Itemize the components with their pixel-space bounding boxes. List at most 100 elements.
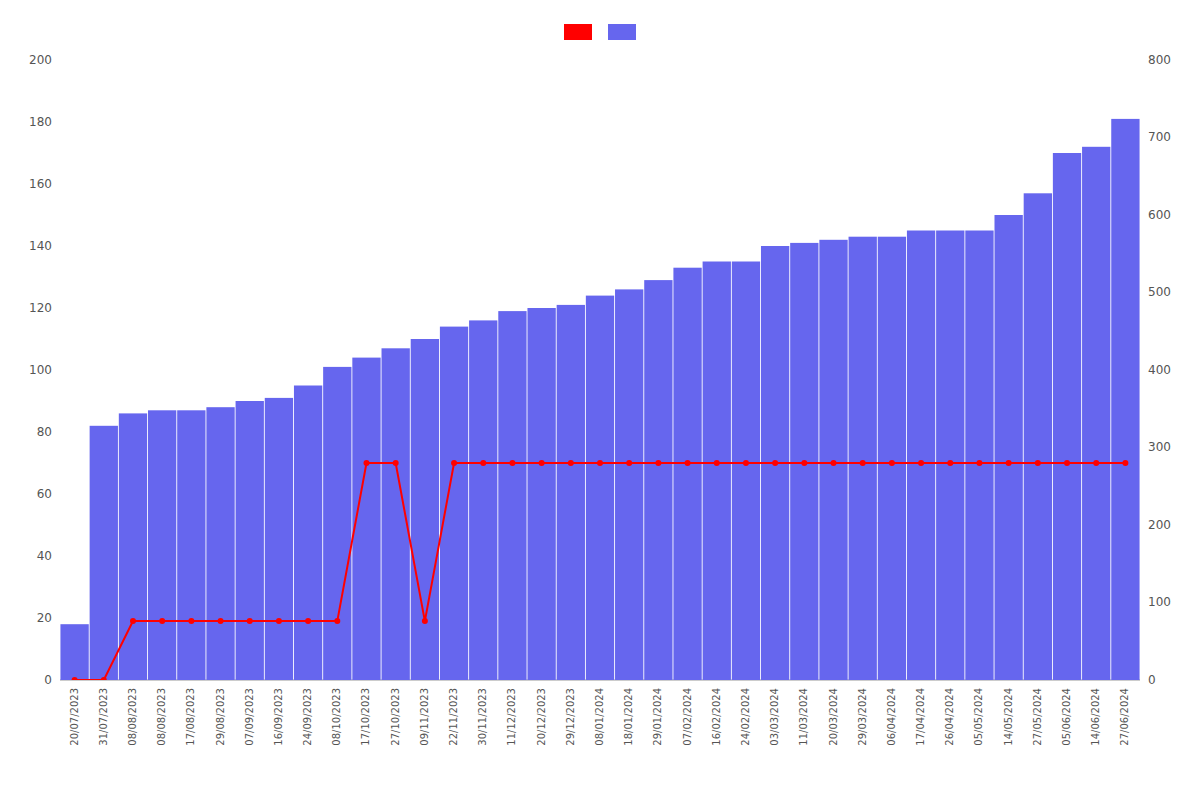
x-tick-label: 07/02/2024 [682, 688, 693, 746]
bar [703, 262, 731, 681]
x-tick-label: 08/10/2023 [331, 688, 342, 746]
x-tick-label: 08/08/2023 [127, 688, 138, 746]
line-marker [1064, 460, 1070, 466]
x-tick-label: 24/02/2024 [740, 688, 751, 746]
line-marker [801, 460, 807, 466]
x-tick-label: 26/04/2024 [944, 688, 955, 746]
x-tick-label: 20/12/2023 [536, 688, 547, 746]
legend [564, 24, 636, 40]
line-marker [305, 618, 311, 624]
legend-swatch [564, 24, 592, 40]
bar [323, 367, 351, 680]
x-tick-label: 09/11/2023 [419, 688, 430, 746]
x-tick-label: 27/05/2024 [1032, 688, 1043, 746]
bar [615, 289, 643, 680]
y2-tick-label: 400 [1148, 363, 1171, 377]
line-marker [918, 460, 924, 466]
y2-tick-label: 200 [1148, 518, 1171, 532]
plot-area [60, 119, 1139, 680]
bar [1024, 193, 1052, 680]
x-tick-label: 27/10/2023 [390, 688, 401, 746]
x-tick-label: 29/12/2023 [565, 688, 576, 746]
chart: 0204060801001201401601802000100200300400… [0, 0, 1200, 800]
line-marker [772, 460, 778, 466]
y2-tick-label: 0 [1148, 673, 1156, 687]
x-tick-label: 31/07/2023 [98, 688, 109, 746]
x-tick-label: 08/08/2023 [156, 688, 167, 746]
bar [819, 240, 847, 680]
bar [60, 624, 88, 680]
line [75, 463, 1126, 680]
x-tick-label: 29/08/2023 [215, 688, 226, 746]
line-marker [1035, 460, 1041, 466]
x-tick-label: 06/04/2024 [886, 688, 897, 746]
line-marker [1122, 460, 1128, 466]
bar [907, 231, 935, 681]
bar [177, 410, 205, 680]
line-marker [1093, 460, 1099, 466]
y2-tick-label: 300 [1148, 440, 1171, 454]
y-tick-label: 0 [44, 673, 52, 687]
line-marker [101, 677, 107, 680]
y2-axis: 0100200300400500600700800 [1148, 53, 1171, 687]
line-marker [1006, 460, 1012, 466]
x-tick-label: 08/01/2024 [594, 688, 605, 746]
y-tick-label: 180 [29, 115, 52, 129]
line-marker [334, 618, 340, 624]
line-marker [393, 460, 399, 466]
y-axis: 020406080100120140160180200 [29, 53, 52, 687]
y2-tick-label: 500 [1148, 285, 1171, 299]
line-marker [889, 460, 895, 466]
x-tick-label: 14/05/2024 [1003, 688, 1014, 746]
bar [936, 231, 964, 681]
line-marker [451, 460, 457, 466]
x-tick-label: 11/12/2023 [506, 688, 517, 746]
y-tick-label: 100 [29, 363, 52, 377]
x-tick-label: 20/07/2023 [69, 688, 80, 746]
x-tick-label: 17/04/2024 [915, 688, 926, 746]
line-marker [947, 460, 953, 466]
bar [1082, 147, 1110, 680]
bar [994, 215, 1022, 680]
bar [498, 311, 526, 680]
y-tick-label: 120 [29, 301, 52, 315]
line-marker [130, 618, 136, 624]
line-marker [159, 618, 165, 624]
x-tick-label: 11/03/2024 [798, 688, 809, 746]
bar [586, 296, 614, 680]
y-tick-label: 140 [29, 239, 52, 253]
line-marker [72, 677, 78, 680]
y-tick-label: 160 [29, 177, 52, 191]
bar [849, 237, 877, 680]
bar [1111, 119, 1139, 680]
y2-tick-label: 600 [1148, 208, 1171, 222]
x-tick-label: 22/11/2023 [448, 688, 459, 746]
x-tick-label: 24/09/2023 [302, 688, 313, 746]
y2-tick-label: 800 [1148, 53, 1171, 67]
line-marker [218, 618, 224, 624]
x-tick-label: 18/01/2024 [623, 688, 634, 746]
bar [965, 231, 993, 681]
line-marker [568, 460, 574, 466]
line-marker [247, 618, 253, 624]
x-tick-label: 17/10/2023 [360, 688, 371, 746]
x-tick-label: 03/03/2024 [769, 688, 780, 746]
x-tick-label: 14/06/2024 [1090, 688, 1101, 746]
line-marker [539, 460, 545, 466]
legend-swatch [608, 24, 636, 40]
bar [90, 426, 118, 680]
x-tick-label: 27/06/2024 [1119, 688, 1130, 746]
line-marker [743, 460, 749, 466]
line-marker [860, 460, 866, 466]
bar [469, 320, 497, 680]
bar [265, 398, 293, 680]
bar [440, 327, 468, 680]
x-tick-label: 05/06/2024 [1061, 688, 1072, 746]
bar [206, 407, 234, 680]
y-tick-label: 20 [37, 611, 52, 625]
line-marker [363, 460, 369, 466]
line-marker [509, 460, 515, 466]
bar [673, 268, 701, 680]
y2-tick-label: 100 [1148, 595, 1171, 609]
bar [236, 401, 264, 680]
